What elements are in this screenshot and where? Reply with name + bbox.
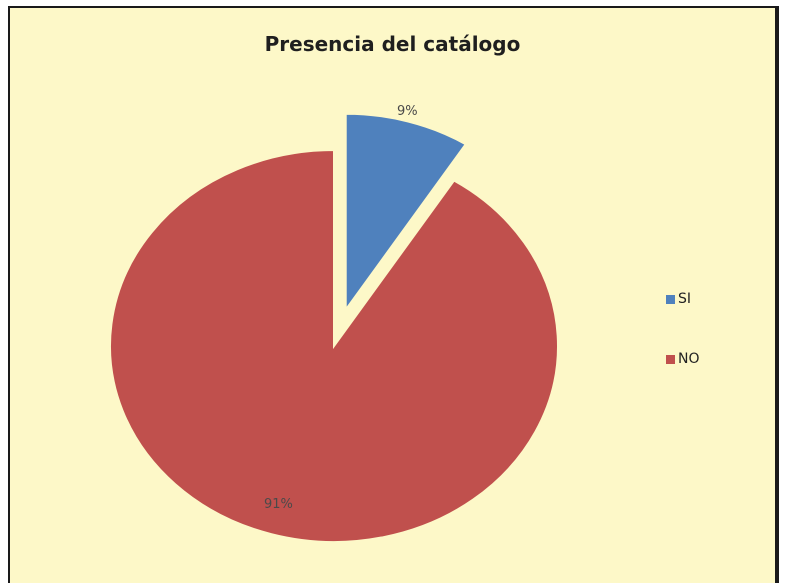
data-label-no: 91% xyxy=(264,497,293,512)
legend-label-si: SI xyxy=(678,291,692,307)
pie-slice-no xyxy=(109,148,559,543)
pie-chart: 9% 91% xyxy=(109,104,559,543)
legend-label-no: NO xyxy=(678,351,700,367)
legend-entry-si: SI xyxy=(666,291,691,307)
pie-slice-si xyxy=(344,112,468,313)
legend-entry-no: NO xyxy=(666,351,700,367)
chart-title: Presencia del catálogo xyxy=(264,32,521,56)
data-label-si: 9% xyxy=(397,104,418,119)
chart-area: Presencia del catálogo 9% 91% SI NO xyxy=(8,6,779,583)
legend-swatch-si xyxy=(666,294,675,304)
legend-swatch-no xyxy=(666,354,675,364)
